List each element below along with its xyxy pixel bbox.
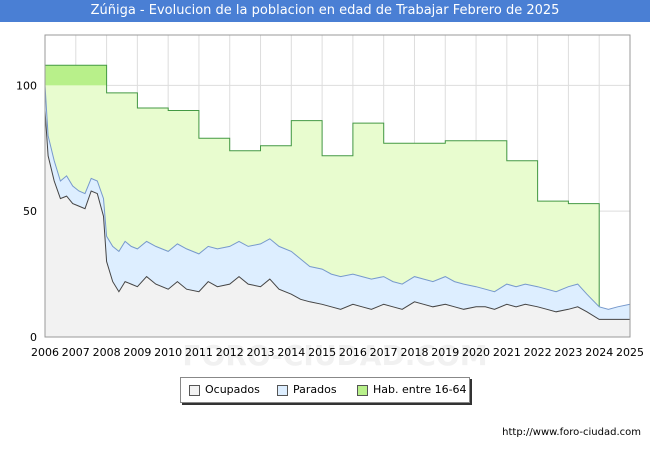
x-tick-label: 2017 xyxy=(370,346,398,359)
x-tick-label: 2013 xyxy=(247,346,275,359)
x-tick-label: 2022 xyxy=(524,346,552,359)
legend-swatch-parados xyxy=(277,385,288,396)
x-tick-label: 2021 xyxy=(493,346,521,359)
series-line-hab xyxy=(45,64,630,318)
source-link[interactable]: http://www.foro-ciudad.com xyxy=(502,427,641,438)
x-tick-label: 2012 xyxy=(216,346,244,359)
watermark-text: FORO-CIUDAD.COM xyxy=(182,339,487,372)
x-tick-label: 2010 xyxy=(154,346,182,359)
x-tick-label: 2018 xyxy=(400,346,428,359)
x-tick-label: 2023 xyxy=(554,346,582,359)
x-tick-label: 2014 xyxy=(277,346,305,359)
legend: Ocupados Parados Hab. entre 16-64 xyxy=(180,377,470,403)
legend-label-ocupados: Ocupados xyxy=(205,383,260,396)
x-tick-label: 2016 xyxy=(339,346,367,359)
series-areas xyxy=(44,64,631,337)
x-tick-label: 2011 xyxy=(185,346,213,359)
x-tick-label: 2020 xyxy=(462,346,490,359)
series-line-ocupados xyxy=(44,110,630,320)
y-tick-label: 50 xyxy=(23,205,37,218)
chart-title: Zúñiga - Evolucion de la poblacion en ed… xyxy=(90,3,560,18)
series-area-parados xyxy=(45,85,630,337)
legend-swatch-ocupados xyxy=(189,385,200,396)
series-area-ocupados xyxy=(45,110,630,337)
x-tick-label: 2009 xyxy=(123,346,151,359)
x-tick-label: 2006 xyxy=(31,346,59,359)
plot-frame xyxy=(44,34,631,338)
x-tick-label: 2008 xyxy=(93,346,121,359)
y-tick-label: 0 xyxy=(30,331,37,344)
axes xyxy=(44,34,631,338)
y-tick-label: 100 xyxy=(16,79,37,92)
x-tick-label: 2025 xyxy=(616,346,644,359)
x-tick-label: 2024 xyxy=(585,346,613,359)
x-tick-label: 2019 xyxy=(431,346,459,359)
legend-swatch-hab xyxy=(357,385,368,396)
x-tick-label: 2007 xyxy=(62,346,90,359)
legend-label-parados: Parados xyxy=(293,383,337,396)
series-area-hab-peak xyxy=(45,65,107,86)
series-line-parados xyxy=(44,85,631,310)
title-bar xyxy=(0,0,650,22)
x-tick-label: 2015 xyxy=(308,346,336,359)
legend-label-hab: Hab. entre 16-64 xyxy=(373,383,467,396)
